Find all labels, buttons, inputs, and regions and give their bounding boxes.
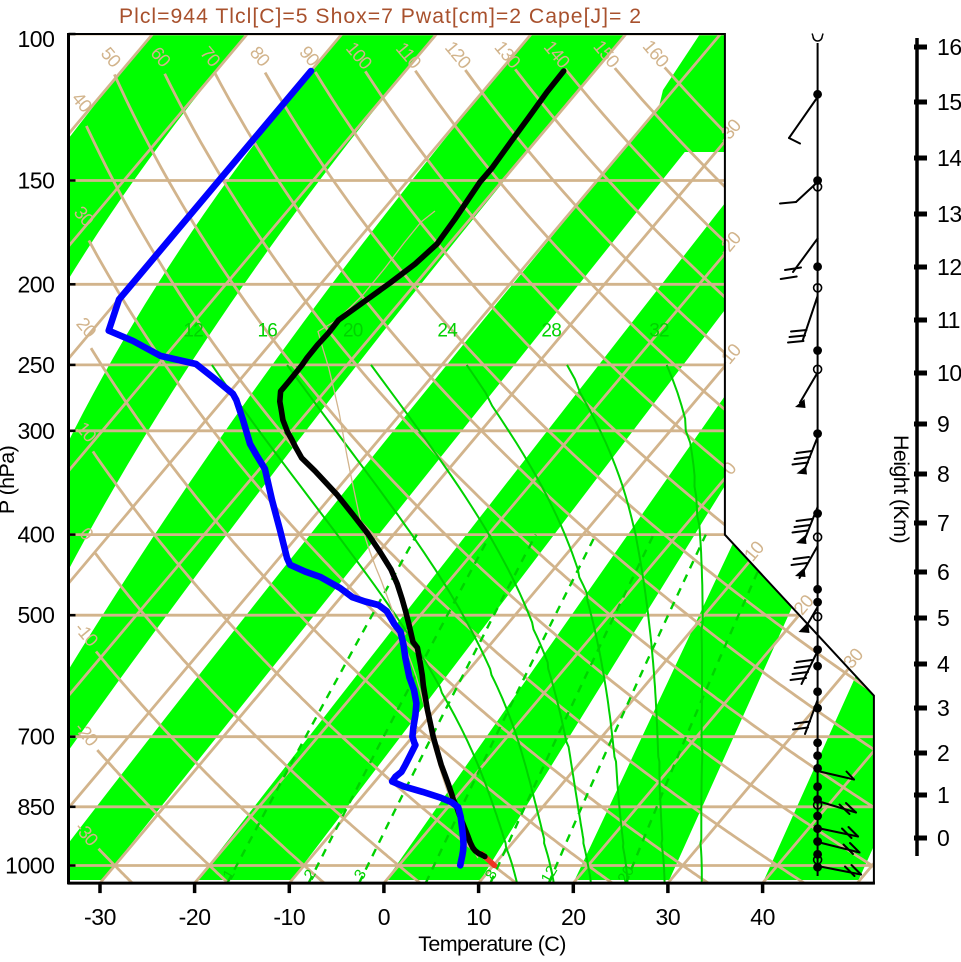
svg-text:30: 30 xyxy=(656,904,681,930)
svg-text:250: 250 xyxy=(17,352,54,378)
svg-text:20: 20 xyxy=(561,904,586,930)
svg-text:15: 15 xyxy=(937,89,961,115)
svg-text:10: 10 xyxy=(937,360,961,386)
svg-text:10: 10 xyxy=(466,904,491,930)
svg-text:1: 1 xyxy=(937,782,949,808)
svg-text:200: 200 xyxy=(17,271,54,297)
svg-text:12: 12 xyxy=(538,863,561,886)
svg-text:8: 8 xyxy=(937,461,949,487)
svg-text:20: 20 xyxy=(343,321,363,342)
svg-text:6: 6 xyxy=(937,559,949,585)
svg-text:0: 0 xyxy=(937,825,949,851)
svg-text:P (hPa): P (hPa) xyxy=(0,446,19,514)
svg-text:-10: -10 xyxy=(273,904,305,930)
svg-text:28: 28 xyxy=(541,321,561,342)
svg-text:Plcl=944 Tlcl[C]=5 Shox=7 Pwat: Plcl=944 Tlcl[C]=5 Shox=7 Pwat[cm]=2 Cap… xyxy=(119,5,642,28)
svg-text:7: 7 xyxy=(937,510,949,536)
svg-text:5: 5 xyxy=(937,605,949,631)
svg-text:16: 16 xyxy=(937,34,961,60)
svg-text:1000: 1000 xyxy=(5,853,54,879)
svg-text:-30: -30 xyxy=(84,904,116,930)
svg-text:0: 0 xyxy=(378,904,390,930)
svg-text:12: 12 xyxy=(183,321,203,342)
svg-text:500: 500 xyxy=(17,602,54,628)
svg-text:12: 12 xyxy=(937,254,961,280)
svg-text:-20: -20 xyxy=(179,904,211,930)
svg-text:4: 4 xyxy=(937,651,950,677)
svg-text:24: 24 xyxy=(437,321,458,342)
svg-text:850: 850 xyxy=(17,794,54,820)
svg-text:16: 16 xyxy=(258,321,278,342)
svg-text:32: 32 xyxy=(649,321,669,342)
svg-text:100: 100 xyxy=(17,26,54,52)
svg-text:40: 40 xyxy=(750,904,775,930)
svg-text:2: 2 xyxy=(937,740,949,766)
svg-text:700: 700 xyxy=(17,724,54,750)
svg-text:300: 300 xyxy=(17,418,54,444)
svg-text:20: 20 xyxy=(615,863,639,887)
svg-text:13: 13 xyxy=(937,201,961,227)
svg-text:Temperature (C): Temperature (C) xyxy=(418,932,566,956)
svg-text:Height (Km): Height (Km) xyxy=(889,435,913,543)
svg-text:9: 9 xyxy=(937,411,949,437)
svg-text:14: 14 xyxy=(937,145,961,171)
svg-text:400: 400 xyxy=(17,522,54,548)
svg-text:3: 3 xyxy=(937,695,949,721)
svg-text:150: 150 xyxy=(17,168,54,194)
svg-text:11: 11 xyxy=(937,307,960,333)
